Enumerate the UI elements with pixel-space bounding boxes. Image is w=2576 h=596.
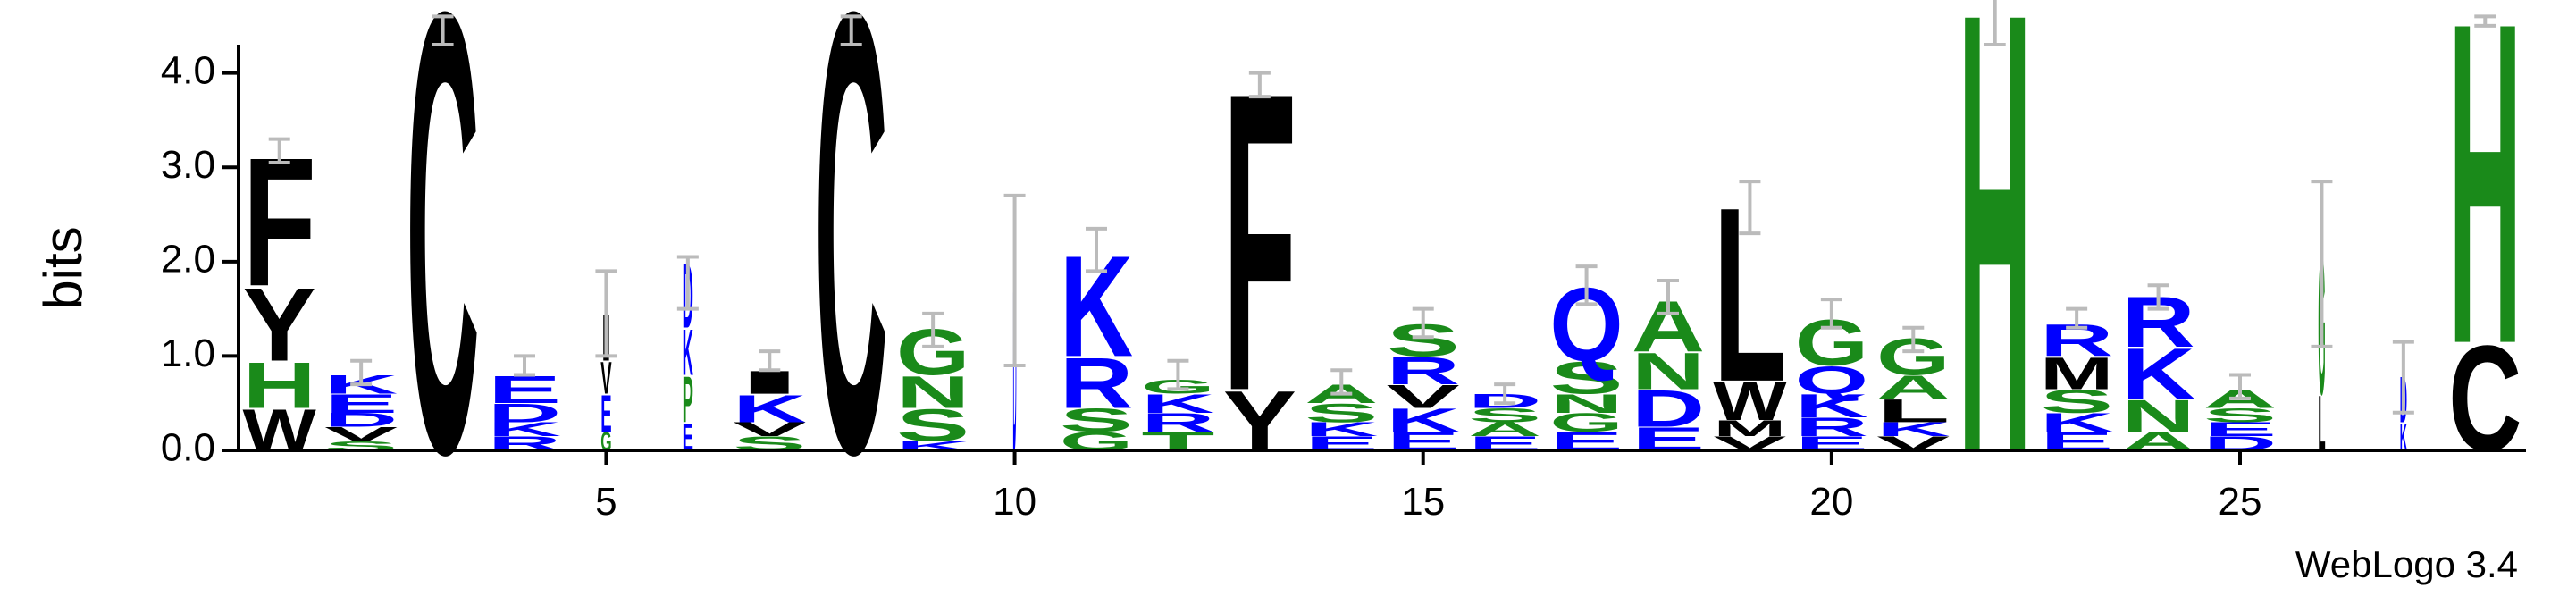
- error-bar: [1657, 278, 1679, 315]
- logo-letter: A: [1468, 418, 1541, 441]
- logo-letter: M: [1713, 416, 1786, 441]
- logo-letter: S: [1060, 402, 1133, 439]
- logo-letter: S: [1305, 399, 1378, 428]
- error-bar: [2474, 14, 2496, 28]
- logo-letter: K: [488, 418, 561, 441]
- logo-letter: V: [1387, 378, 1460, 415]
- logo-letter: E: [683, 416, 693, 459]
- x-tick-label: 5: [595, 480, 617, 524]
- logo-letter: N: [2121, 390, 2194, 441]
- logo-letter: Y: [1223, 374, 1296, 468]
- x-tick-label: 15: [1401, 480, 1445, 524]
- x-tick-label: 10: [993, 480, 1036, 524]
- logo-letter: H: [243, 348, 316, 422]
- logo-letter: N: [1549, 389, 1623, 418]
- logo-letter: S: [896, 399, 969, 450]
- y-tick-label: 3.0: [161, 143, 215, 187]
- error-bar: [1984, 0, 2006, 46]
- error-bar: [268, 137, 290, 164]
- logo-letter: N: [1632, 342, 1705, 400]
- logo-letter: K: [1141, 389, 1214, 418]
- error-bar: [1575, 264, 1598, 306]
- error-bar: [2066, 306, 2088, 330]
- x-tick-label: 20: [1809, 480, 1853, 524]
- logo-letter: S: [2040, 383, 2113, 420]
- logo-letter: H: [1959, 0, 2032, 584]
- y-tick-label: 1.0: [161, 332, 215, 375]
- logo-letter: S: [1549, 352, 1623, 403]
- logo-letter: D: [488, 399, 561, 428]
- logo-letter: E: [2203, 418, 2277, 441]
- logo-letter: A: [1876, 369, 1950, 406]
- logo-letter: R: [1795, 412, 1868, 441]
- error-bar: [1820, 298, 1842, 330]
- logo-letter: D: [1013, 244, 1017, 499]
- error-bar: [1739, 180, 1761, 236]
- error-bar: [1086, 226, 1107, 273]
- error-bar: [595, 269, 617, 358]
- error-bar: [2229, 373, 2251, 400]
- error-bar: [922, 311, 944, 348]
- error-bar: [1248, 71, 1271, 99]
- logo-letter: K: [2040, 407, 2113, 437]
- logo-letter: K: [2121, 334, 2194, 415]
- logo-letter: R: [1387, 349, 1460, 393]
- logo-letter: K: [1795, 388, 1868, 424]
- logo-letter: G: [1549, 407, 1623, 437]
- logo-letter: K: [1876, 418, 1950, 441]
- y-tick-label: 4.0: [161, 48, 215, 92]
- logo-letter: E: [600, 385, 611, 443]
- logo-letter: N: [896, 366, 969, 417]
- y-tick-label: 2.0: [161, 237, 215, 281]
- error-bar: [1003, 193, 1026, 367]
- error-bar: [514, 354, 535, 377]
- error-bar: [1167, 358, 1189, 391]
- logo-letter: S: [2203, 405, 2277, 427]
- error-bar: [759, 349, 781, 373]
- logo-letter: C: [406, 0, 479, 584]
- logo-letter: V: [733, 418, 806, 441]
- logo-letter: D: [324, 409, 398, 432]
- logo-letter: C: [2448, 315, 2521, 483]
- error-bar: [2147, 283, 2169, 311]
- error-bar: [1412, 306, 1434, 340]
- logo-letter: S: [1468, 405, 1541, 427]
- logo-letter: E: [324, 389, 398, 418]
- error-bar: [1330, 368, 1353, 396]
- y-tick-label: 0.0: [161, 426, 215, 470]
- error-bar: [1902, 325, 1925, 354]
- y-axis-label: bits: [33, 226, 93, 309]
- error-bar: [432, 14, 454, 46]
- logo-letter: P: [683, 363, 693, 436]
- error-bar: [1494, 382, 1516, 406]
- logo-letter: M: [2040, 348, 2113, 399]
- logo-letter: K: [683, 315, 693, 389]
- logo-letter: K: [1387, 402, 1460, 439]
- logo-letter: K: [2400, 416, 2407, 459]
- logo-letter: Y: [243, 266, 316, 383]
- logo-letter: V: [600, 352, 611, 403]
- logo-letter: R: [1060, 344, 1133, 424]
- logo-letter: R: [1141, 407, 1214, 437]
- logo-letter: K: [1305, 418, 1378, 441]
- error-bar: [676, 255, 699, 311]
- x-tick-label: 25: [2219, 480, 2262, 524]
- logo-letter: V: [324, 424, 398, 446]
- footer: WebLogo 3.4: [2295, 543, 2518, 585]
- logo-letter: W: [1713, 371, 1787, 432]
- logo-letter: K: [733, 387, 807, 431]
- error-bar: [350, 358, 373, 387]
- logo-letter: D: [1632, 380, 1705, 438]
- error-bar: [2392, 340, 2414, 415]
- error-bar: [840, 14, 862, 46]
- logo-letter: C: [815, 0, 888, 584]
- logo-letter: H: [2448, 0, 2521, 440]
- logo-letter: L: [2318, 380, 2325, 467]
- error-bar: [2311, 180, 2333, 348]
- logo-letter: Q: [1795, 358, 1868, 402]
- logo-letter: L: [1876, 392, 1950, 429]
